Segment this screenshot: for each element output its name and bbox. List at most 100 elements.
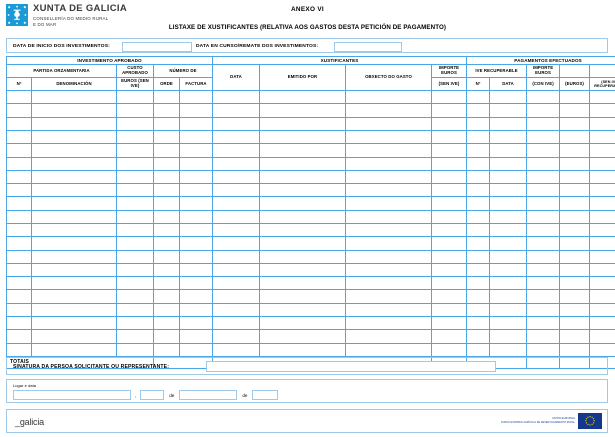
table-cell[interactable] <box>466 302 491 318</box>
table-cell[interactable] <box>116 289 154 304</box>
table-cell[interactable] <box>559 316 591 331</box>
table-cell[interactable] <box>212 289 260 304</box>
table-cell[interactable] <box>31 143 117 158</box>
table-cell[interactable] <box>559 103 591 118</box>
table-cell[interactable] <box>31 116 117 131</box>
table-cell[interactable] <box>259 329 346 344</box>
table-cell[interactable] <box>466 183 491 198</box>
table-cell[interactable] <box>526 262 561 278</box>
table-cell[interactable] <box>31 169 117 185</box>
table-cell[interactable] <box>153 262 180 278</box>
table-cell[interactable] <box>179 222 213 238</box>
table-cell[interactable] <box>489 90 528 105</box>
table-cell[interactable] <box>6 169 32 185</box>
table-cell[interactable] <box>6 262 32 278</box>
table-cell[interactable] <box>489 116 528 131</box>
table-cell[interactable] <box>212 249 260 264</box>
table-cell[interactable] <box>526 222 561 238</box>
table-cell[interactable] <box>6 302 32 318</box>
year-input[interactable] <box>252 390 279 400</box>
table-cell[interactable] <box>559 156 591 171</box>
place-input[interactable] <box>13 390 131 400</box>
table-cell[interactable] <box>179 289 213 304</box>
table-cell[interactable] <box>559 222 591 238</box>
table-cell[interactable] <box>489 209 528 225</box>
table-cell[interactable] <box>31 156 117 171</box>
table-cell[interactable] <box>153 156 180 171</box>
table-cell[interactable] <box>430 302 468 318</box>
table-cell[interactable] <box>559 196 591 211</box>
table-cell[interactable] <box>179 143 213 158</box>
table-cell[interactable] <box>559 276 591 291</box>
table-cell[interactable] <box>526 103 561 118</box>
table-cell[interactable] <box>6 329 32 344</box>
table-cell[interactable] <box>526 329 561 344</box>
table-cell[interactable] <box>179 90 213 105</box>
table-cell[interactable] <box>430 262 468 278</box>
table-cell[interactable] <box>430 156 468 171</box>
table-cell[interactable] <box>430 276 468 291</box>
table-cell[interactable] <box>430 196 468 211</box>
table-cell[interactable] <box>589 222 615 238</box>
table-cell[interactable] <box>153 209 180 225</box>
table-cell[interactable] <box>430 209 468 225</box>
table-cell[interactable] <box>153 329 180 344</box>
table-cell[interactable] <box>179 129 213 145</box>
table-cell[interactable] <box>526 289 561 304</box>
table-cell[interactable] <box>6 183 32 198</box>
table-cell[interactable] <box>212 143 260 158</box>
table-cell[interactable] <box>6 209 32 225</box>
table-cell[interactable] <box>259 276 346 291</box>
table-cell[interactable] <box>466 116 491 131</box>
table-cell[interactable] <box>589 209 615 225</box>
table-cell[interactable] <box>6 342 32 357</box>
table-cell[interactable] <box>116 90 154 105</box>
table-cell[interactable] <box>179 236 213 251</box>
table-cell[interactable] <box>589 156 615 171</box>
table-cell[interactable] <box>116 183 154 198</box>
table-cell[interactable] <box>31 276 117 291</box>
table-cell[interactable] <box>489 156 528 171</box>
table-cell[interactable] <box>466 90 491 105</box>
table-cell[interactable] <box>345 316 432 331</box>
table-cell[interactable] <box>526 209 561 225</box>
table-cell[interactable] <box>466 143 491 158</box>
table-cell[interactable] <box>559 129 591 145</box>
table-cell[interactable] <box>212 329 260 344</box>
table-cell[interactable] <box>430 103 468 118</box>
table-cell[interactable] <box>466 276 491 291</box>
table-cell[interactable] <box>526 90 561 105</box>
table-cell[interactable] <box>526 196 561 211</box>
table-cell[interactable] <box>259 302 346 318</box>
table-cell[interactable] <box>589 316 615 331</box>
table-cell[interactable] <box>559 169 591 185</box>
table-cell[interactable] <box>179 196 213 211</box>
table-cell[interactable] <box>589 276 615 291</box>
table-cell[interactable] <box>116 236 154 251</box>
table-cell[interactable] <box>489 302 528 318</box>
table-cell[interactable] <box>116 222 154 238</box>
table-cell[interactable] <box>179 262 213 278</box>
table-cell[interactable] <box>153 183 180 198</box>
table-cell[interactable] <box>489 196 528 211</box>
table-cell[interactable] <box>526 316 561 331</box>
table-cell[interactable] <box>259 183 346 198</box>
table-cell[interactable] <box>430 90 468 105</box>
table-cell[interactable] <box>430 169 468 185</box>
table-cell[interactable] <box>6 143 32 158</box>
table-cell[interactable] <box>430 116 468 131</box>
table-cell[interactable] <box>430 129 468 145</box>
table-cell[interactable] <box>589 289 615 304</box>
table-cell[interactable] <box>559 262 591 278</box>
table-cell[interactable] <box>31 249 117 264</box>
table-cell[interactable] <box>116 143 154 158</box>
table-cell[interactable] <box>589 129 615 145</box>
table-cell[interactable] <box>212 103 260 118</box>
table-cell[interactable] <box>153 90 180 105</box>
table-cell[interactable] <box>466 262 491 278</box>
day-input[interactable] <box>140 390 165 400</box>
table-cell[interactable] <box>526 156 561 171</box>
table-cell[interactable] <box>116 329 154 344</box>
table-cell[interactable] <box>259 129 346 145</box>
table-cell[interactable] <box>526 143 561 158</box>
